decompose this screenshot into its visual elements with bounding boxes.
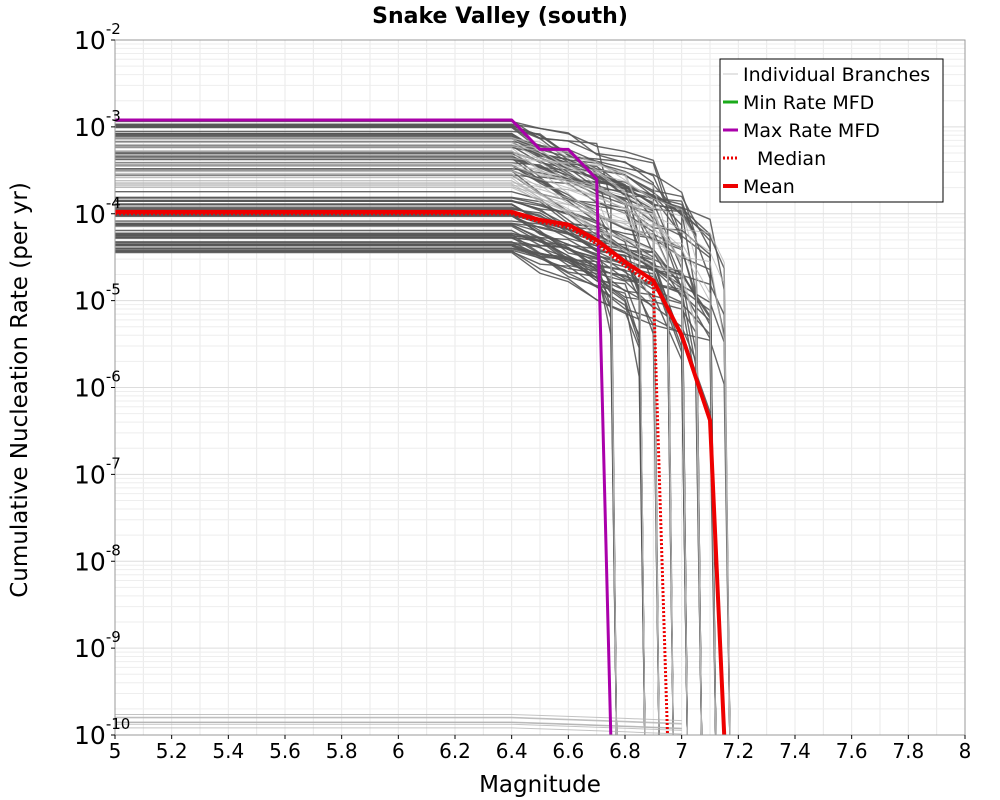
branch-line (115, 196, 731, 736)
legend-label: Min Rate MFD (743, 92, 874, 114)
branch-line (115, 136, 660, 736)
branch-line (115, 187, 660, 736)
x-tick-label: 5.4 (212, 739, 244, 763)
branch-line (115, 145, 702, 736)
x-tick-label: 8 (959, 739, 972, 763)
branch-line (115, 250, 646, 736)
summary-series (115, 118, 727, 736)
branch-line (115, 214, 688, 736)
legend-box (719, 58, 944, 203)
branch-line (115, 154, 703, 736)
branch-line (115, 164, 617, 736)
branch-line (115, 120, 688, 736)
branch-line (115, 225, 646, 736)
x-tick-label: 7.6 (836, 739, 868, 763)
legend-label: Individual Branches (743, 64, 930, 86)
branch-line (115, 716, 682, 724)
branch-line (115, 173, 731, 736)
branch-line (115, 142, 674, 736)
branch-line (115, 723, 682, 731)
y-tick-label: 10-9 (74, 628, 121, 663)
x-tick-label: 7.2 (722, 739, 754, 763)
branch-line (115, 206, 731, 736)
x-tick-label: 6 (392, 739, 405, 763)
x-tick-label: 5.2 (156, 739, 188, 763)
x-tick-label: 5 (109, 739, 122, 763)
x-axis-ticks: 5 5.2 5.4 5.6 5.8 6 6.2 6.4 6.6 6.8 7 7.2 7.4 7.6 7.8 8 (109, 735, 972, 763)
x-tick-label: 6.8 (609, 739, 641, 763)
x-tick-label: 7 (675, 739, 688, 763)
branch-line (115, 727, 682, 735)
chart-title: Snake Valley (south) (372, 4, 628, 29)
branch-line (115, 249, 646, 736)
x-tick-label: 7.4 (779, 739, 811, 763)
series-line-max-rate-mfd (115, 118, 613, 736)
x-tick-label: 7.8 (892, 739, 924, 763)
x-tick-label: 6.2 (439, 739, 471, 763)
x-tick-label: 5.6 (269, 739, 301, 763)
x-axis-label: Magnitude (479, 772, 601, 798)
branch-line (115, 722, 682, 730)
x-tick-label: 5.8 (326, 739, 358, 763)
branch-line (115, 123, 688, 736)
series-line-median (115, 212, 669, 736)
branch-line (115, 714, 682, 722)
branch-line (115, 717, 682, 725)
y-tick-label: 10-3 (74, 107, 121, 142)
legend: Individual Branches Min Rate MFD Max Rate … (719, 58, 944, 203)
y-axis-label: Cumulative Nucleation Rate (per yr) (7, 182, 33, 598)
series-line-mean (115, 209, 727, 736)
branch-line (115, 248, 618, 736)
branch-line (115, 250, 731, 736)
x-tick-label: 6.6 (552, 739, 584, 763)
branch-line (115, 126, 618, 736)
branch-line (115, 138, 702, 736)
branch-line (115, 245, 660, 736)
branch-line (115, 165, 646, 736)
x-tick-label: 6.4 (496, 739, 528, 763)
legend-label: Max Rate MFD (743, 120, 880, 142)
legend-label: Median (757, 148, 826, 170)
legend-label: Mean (743, 176, 795, 198)
